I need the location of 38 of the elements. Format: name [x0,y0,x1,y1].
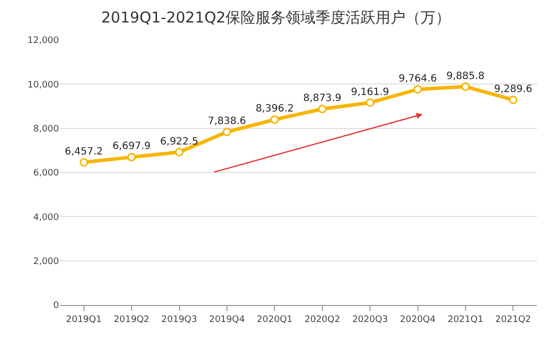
x-tick-label: 2021Q1 [448,314,484,325]
y-tick-label: 6,000 [33,168,60,179]
data-label: 8,396.2 [256,104,294,115]
data-label: 9,289.6 [494,84,532,95]
y-tick-label: 12,000 [28,36,60,46]
y-tick-label: 4,000 [33,212,60,223]
x-tick-label: 2020Q1 [256,314,293,325]
data-label: 7,838.6 [208,116,246,128]
y-tick-label: 10,000 [28,80,60,90]
point [80,158,88,167]
x-tick-label: 2020Q3 [352,314,388,325]
data-label: 9,764.6 [398,73,437,84]
data-label: 9,161.9 [350,86,390,98]
data-label: 6,697.9 [112,141,151,152]
data-label: 8,873.9 [303,93,342,104]
x-tick-label: 2019Q4 [209,314,246,325]
y-tick-label: 0 [53,301,60,312]
point [461,82,470,91]
point [127,152,136,162]
point [318,104,327,114]
data-label: 6,922.5 [160,136,198,148]
y-tick-label: 2,000 [33,256,60,267]
x-tick-label: 2021Q2 [495,314,532,325]
data-label: 6,457.2 [64,146,103,158]
x-tick-label: 2019Q2 [114,314,150,325]
point [175,148,184,156]
point [270,115,279,124]
data-label: 9,885.8 [446,70,485,82]
point [222,128,232,136]
x-tick-label: 2019Q3 [161,314,198,325]
point [366,98,374,107]
x-tick-label: 2019Q1 [66,314,102,325]
point [508,96,518,104]
y-tick-label: 8,000 [33,124,60,134]
x-tick-label: 2020Q4 [400,314,436,325]
x-tick-label: 2020Q2 [304,314,340,325]
chart-title: 2019Q1-2021Q2保险服务领域季度活跃用户（万） [101,8,451,26]
point [414,85,422,94]
